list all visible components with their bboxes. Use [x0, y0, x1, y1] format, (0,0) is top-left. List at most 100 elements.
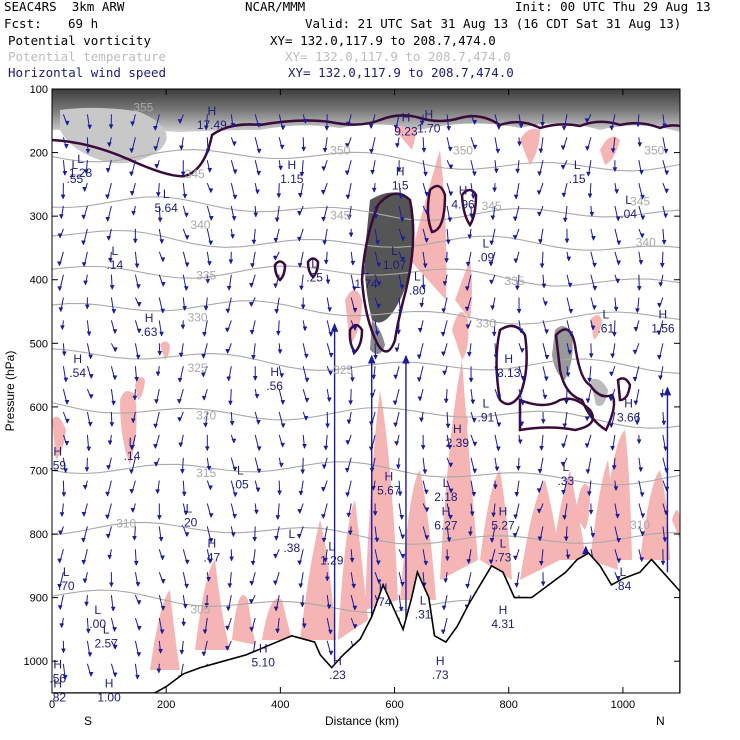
wind-arrowhead: [615, 576, 621, 581]
hl-type: H: [270, 365, 279, 379]
hl-marker: H.63: [141, 311, 158, 339]
wind-arrowhead: [512, 216, 518, 222]
wind-arrowhead: [537, 171, 542, 177]
wind-arrowhead: [297, 560, 303, 566]
wind-arrowhead: [636, 439, 642, 445]
wind-arrowhead: [400, 554, 406, 559]
wind-arrowhead: [275, 628, 280, 634]
field-xy-theta: XY= 132.0,117.9 to 208.7,474.0: [285, 49, 511, 64]
wind-arrowhead: [81, 512, 87, 517]
wind-arrowhead: [328, 650, 334, 656]
hl-marker: H9.23: [394, 111, 418, 139]
hl-type: H: [145, 311, 154, 325]
wind-arrowhead: [104, 194, 110, 200]
wind-arrowhead: [632, 377, 638, 382]
hl-value: .56: [49, 671, 66, 685]
shade-regions: [52, 95, 680, 670]
wind-arrowhead: [160, 555, 166, 561]
hl-value: .00: [89, 617, 106, 631]
wind-arrowhead: [373, 214, 379, 219]
wind-arrowhead: [488, 279, 494, 285]
wind-arrowhead: [273, 606, 279, 612]
wind-arrowhead: [518, 328, 524, 334]
wind-arrowhead: [465, 583, 470, 589]
wind-arrowhead: [112, 375, 118, 381]
wind-arrowhead: [60, 194, 66, 200]
hl-marker: L.14: [124, 435, 141, 463]
wind-arrowhead: [536, 488, 542, 494]
wind-arrowhead: [159, 239, 165, 245]
wind-arrowhead: [448, 164, 454, 170]
wind-arrowhead: [227, 400, 233, 406]
wind-arrowhead: [563, 399, 569, 405]
wind-arrowhead: [488, 559, 494, 565]
wind-arrowhead: [396, 329, 402, 335]
wind-arrowhead: [58, 530, 63, 536]
wind-arrowhead: [394, 347, 400, 353]
theta-label: 345: [482, 199, 502, 213]
wind-arrowhead: [446, 126, 452, 131]
wind-arrowhead: [304, 377, 310, 383]
wind-arrowhead: [639, 557, 645, 563]
wind-arrowhead: [611, 332, 617, 337]
wind-arrowhead: [203, 422, 208, 428]
hl-value: .61: [597, 322, 614, 336]
wind-arrowhead: [229, 421, 235, 426]
wind-arrowhead: [446, 537, 452, 543]
wind-arrowhead: [393, 374, 399, 380]
wind-arrowhead: [256, 148, 262, 154]
wind-arrowhead: [542, 394, 548, 400]
wind-arrowhead: [633, 327, 639, 332]
wind-arrowhead: [560, 443, 566, 449]
hl-marker: L5.64: [155, 187, 179, 215]
wind-arrowhead: [129, 445, 135, 451]
hl-type: H: [624, 397, 633, 411]
hl-type: L: [602, 308, 609, 322]
wind-arrowhead: [464, 286, 470, 292]
endpoint-left: S: [84, 714, 92, 728]
wind-arrowhead: [327, 307, 333, 313]
hl-value: .14: [124, 449, 141, 463]
wind-arrowhead: [348, 232, 354, 238]
wind-arrowhead: [232, 169, 238, 175]
wind-arrowhead: [157, 350, 163, 356]
hl-type: L: [94, 603, 101, 617]
theta-label: 345: [330, 208, 350, 222]
hl-marker: H.56: [266, 365, 283, 393]
theta-label: 305: [190, 603, 210, 617]
hl-marker: L.20: [181, 502, 198, 530]
hl-type: L: [328, 540, 335, 554]
hl-marker: H1.15: [280, 158, 304, 186]
theta-isoline: [52, 196, 680, 221]
wind-arrowhead: [419, 302, 425, 308]
wind-arrowhead: [320, 190, 326, 195]
hl-marker: L2.57: [95, 622, 119, 650]
wind-arrowhead: [136, 625, 142, 631]
fcst-value: 69 h: [68, 16, 99, 31]
wind-arrowhead: [495, 446, 501, 452]
wind-arrowhead: [562, 515, 567, 521]
wind-arrowhead: [323, 259, 329, 265]
field-xy-pv: XY= 132.0,117.9 to 208.7,474.0: [270, 33, 496, 48]
wind-arrowhead: [156, 515, 162, 520]
wind-arrowhead: [272, 255, 278, 261]
wind-arrowhead: [207, 559, 213, 564]
hl-value: .70: [58, 579, 75, 593]
hl-marker: H.74: [375, 581, 392, 609]
wind-arrowhead: [615, 513, 621, 519]
wind-arrowhead: [514, 492, 520, 497]
wind-arrowhead: [177, 119, 183, 124]
hl-value: 2.39: [446, 436, 470, 450]
wind-arrowhead: [177, 377, 183, 383]
x-tick-label: 400: [271, 699, 289, 711]
wind-arrowhead: [136, 600, 142, 606]
wind-arrowhead: [488, 261, 494, 267]
theta-label: 335: [196, 269, 216, 283]
wind-arrowhead: [133, 561, 139, 566]
wind-arrowhead: [105, 533, 111, 539]
wind-arrowhead: [445, 423, 451, 429]
wind-arrowhead: [513, 514, 518, 520]
wind-arrowhead: [251, 239, 257, 245]
wind-arrowhead: [372, 511, 378, 517]
wind-arrowhead: [563, 536, 569, 542]
